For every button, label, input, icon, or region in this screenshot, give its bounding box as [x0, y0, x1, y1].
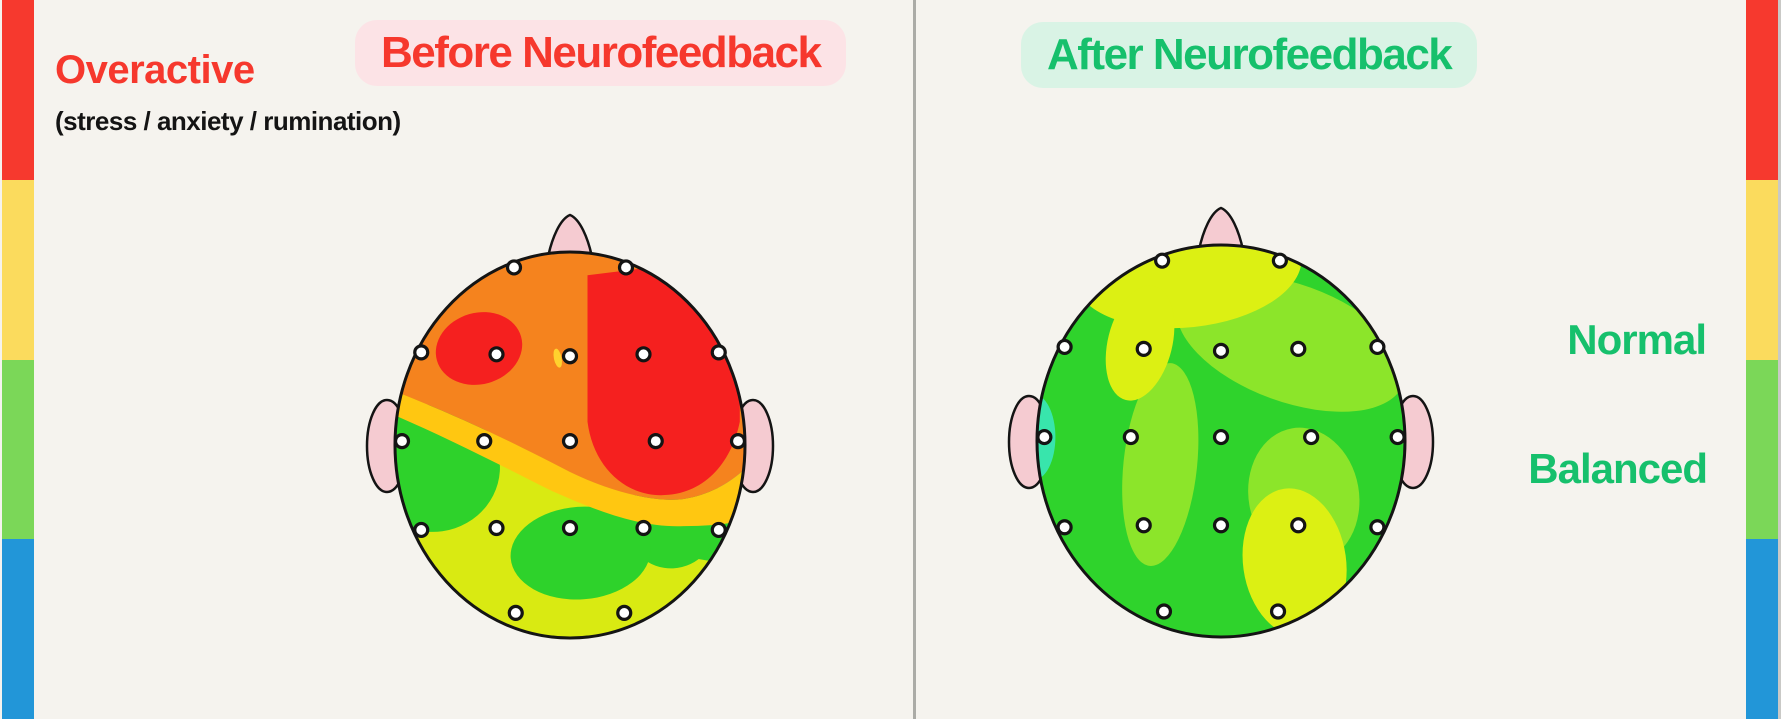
- region-left-frontal-red-hotspot: [435, 312, 523, 385]
- electrode-Cz: [561, 433, 579, 450]
- balanced-label: Balanced: [1528, 445, 1708, 492]
- region-right-parietal-yellowgreen: [1242, 488, 1347, 637]
- overactive-label: Overactive: [55, 48, 255, 92]
- normal-label: Normal: [1567, 316, 1707, 363]
- before-title-pill: Before Neurofeedback: [355, 20, 847, 86]
- electrode-Pz: [1212, 517, 1230, 534]
- region-central-left-lightgreen-band: [1122, 363, 1199, 566]
- scale-segment-blue-low: [2, 539, 34, 719]
- electrode-T5: [413, 521, 430, 539]
- after-topomap: [1007, 206, 1435, 639]
- right-edge-strip: [1778, 0, 1781, 719]
- electrode-Fp2: [617, 259, 635, 276]
- electrode-F8: [710, 344, 727, 361]
- electrode-T5: [1056, 519, 1073, 536]
- electrode-P3: [1135, 517, 1152, 534]
- electrode-Cz: [1212, 428, 1230, 446]
- scale-segment-yellow-elevated: [2, 179, 34, 360]
- scale-segment-blue-low: [1746, 539, 1778, 719]
- electrode-T4: [729, 433, 747, 450]
- electrode-F4: [635, 346, 652, 363]
- electrode-C3: [1122, 428, 1139, 446]
- electrode-T6: [710, 521, 727, 539]
- electrode-F4: [1290, 340, 1307, 357]
- scale-segment-red-overactive: [1746, 0, 1778, 180]
- scalp-outline: [1035, 243, 1407, 639]
- before-title: Before Neurofeedback: [381, 28, 822, 77]
- electrode-Fp1: [505, 259, 523, 276]
- electrode-P4: [635, 519, 652, 537]
- electrode-F7: [1056, 338, 1073, 356]
- electrode-Fz: [561, 348, 579, 365]
- scale-segment-green-normal: [1746, 359, 1778, 540]
- electrode-C4: [647, 433, 664, 450]
- electrode-O1: [507, 604, 524, 622]
- after-title: After Neurofeedback: [1047, 30, 1453, 79]
- electrode-Fz: [1212, 342, 1230, 359]
- electrode-Fp2: [1271, 252, 1288, 269]
- electrode-T6: [1369, 519, 1386, 536]
- electrode-T4: [1389, 428, 1406, 446]
- scale-bar-right: [1746, 0, 1778, 719]
- electrode-C4: [1303, 428, 1320, 446]
- scale-bar-left: [2, 0, 34, 719]
- electrode-Fp1: [1154, 252, 1171, 269]
- region-parietal-green: [510, 506, 651, 600]
- electrode-F3: [488, 346, 505, 363]
- nose-icon: [546, 213, 594, 259]
- scale-segment-green-normal: [2, 359, 34, 540]
- scale-segment-red-overactive: [2, 0, 34, 180]
- region-fz-yellow-fleck: [553, 348, 563, 368]
- region-mid-yellow-band: [395, 383, 745, 527]
- after-title-pill: After Neurofeedback: [1021, 22, 1478, 88]
- panel-divider: [913, 0, 916, 719]
- electrode-O2: [616, 604, 633, 622]
- electrode-P3: [488, 519, 505, 537]
- scale-segment-yellow-elevated: [1746, 179, 1778, 360]
- electrode-T3: [393, 433, 411, 450]
- electrode-F8: [1369, 338, 1386, 356]
- electrode-F7: [413, 344, 430, 361]
- region-left-ear-cyan-spot: [1037, 393, 1056, 481]
- electrode-P4: [1290, 517, 1307, 534]
- electrode-C3: [476, 433, 493, 450]
- electrode-O2: [1269, 603, 1287, 620]
- electrode-T3: [1036, 428, 1053, 446]
- overactive-sublabel: (stress / anxiety / rumination): [55, 106, 401, 136]
- electrode-F3: [1135, 340, 1152, 357]
- before-topomap: [365, 213, 775, 640]
- region-right-frontal-red-hotspot: [587, 267, 740, 496]
- electrode-O1: [1155, 603, 1173, 620]
- nose-icon: [1197, 206, 1245, 252]
- electrode-Pz: [561, 519, 579, 537]
